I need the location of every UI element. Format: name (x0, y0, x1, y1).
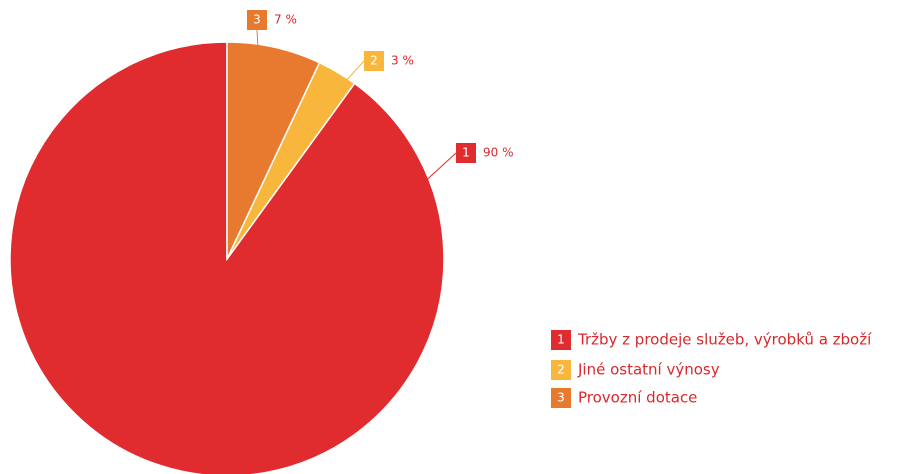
legend-label: Provozní dotace (578, 389, 697, 407)
label-badge (247, 10, 267, 30)
data-label: 7 % (274, 13, 297, 27)
label-badge-number: 3 (253, 13, 261, 27)
data-label: 90 % (483, 146, 514, 160)
label-badge-number: 2 (370, 54, 378, 68)
pie-slice (226, 41, 321, 260)
label-badge (456, 143, 476, 163)
label-badge (364, 51, 384, 71)
legend-badge-number: 3 (557, 391, 565, 405)
legend-swatch (551, 330, 571, 350)
leader-line (178, 152, 457, 408)
legend-label: Jiné ostatní výnosy (577, 361, 720, 379)
legend-swatch (551, 360, 571, 380)
legend-badge-number: 2 (557, 363, 565, 377)
legend-swatch (551, 388, 571, 408)
data-label: 3 % (391, 54, 414, 68)
legend-label: Tržby z prodeje služeb, výrobků a zboží (577, 331, 872, 349)
leader-line (306, 60, 365, 125)
leader-line (256, 29, 262, 107)
legend-badge-number: 1 (557, 333, 565, 347)
label-badge-number: 1 (462, 146, 470, 160)
